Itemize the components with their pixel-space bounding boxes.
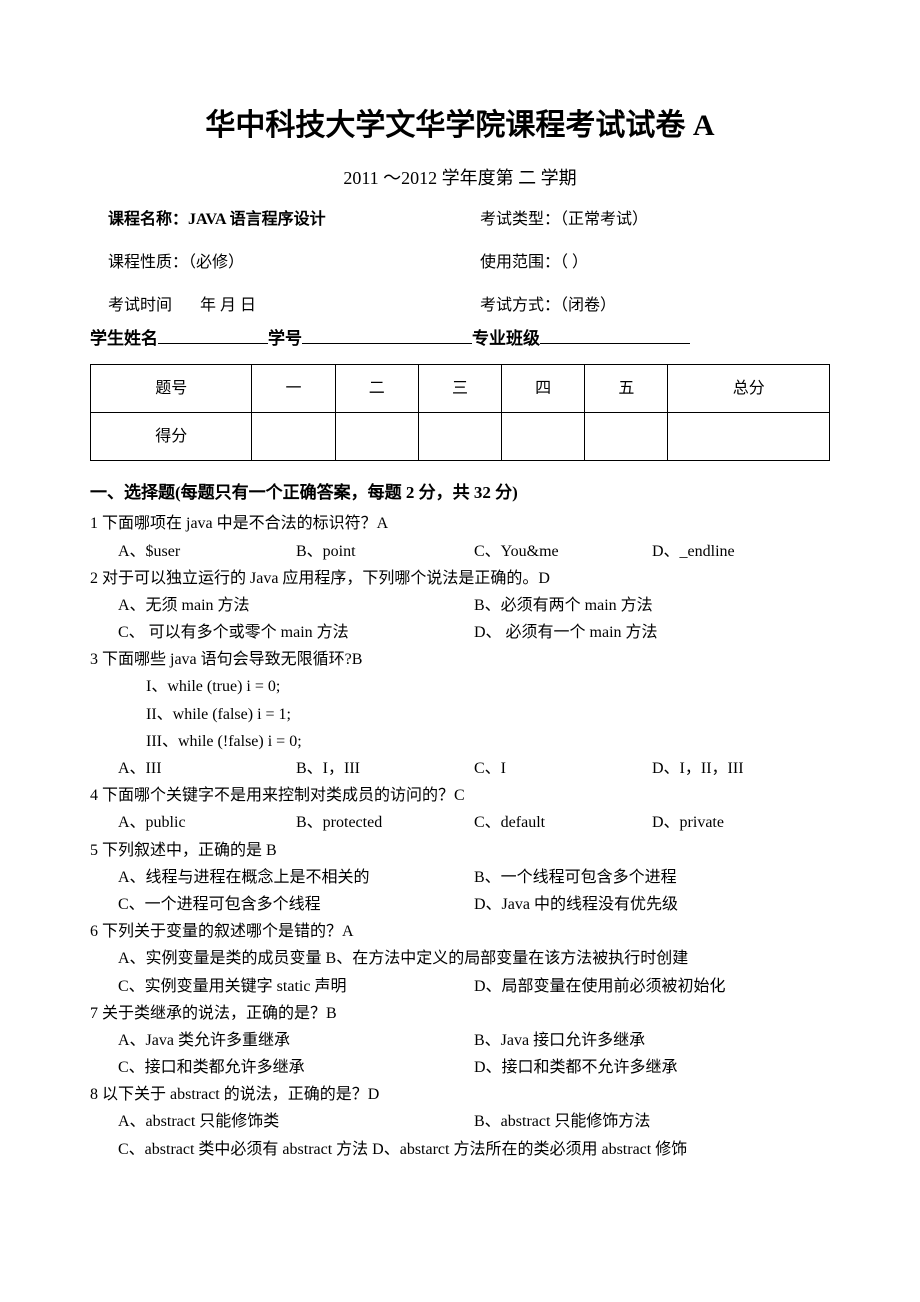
exam-mode-value: （闭卷） [560,297,616,314]
q1-opt-b: B、point [296,538,474,565]
q8-line2: C、abstract 类中必须有 abstract 方法 D、abstarct … [90,1136,830,1163]
q5-opt-c: C、一个进程可包含多个线程 [118,891,474,918]
score-header-1: 一 [252,365,335,413]
q3-roman-2: II、while (false) i = 1; [90,701,830,728]
exam-time-label: 考试时间 [108,297,172,314]
q1-opt-a: A、$user [118,538,296,565]
q1-opt-d: D、_endline [652,538,830,565]
q7-stem: 7 关于类继承的说法，正确的是？B [90,1000,830,1027]
q5-stem: 5 下列叙述中，正确的是 B [90,837,830,864]
student-id-label: 学号 [268,325,302,354]
q1-options: A、$user B、point C、You&me D、_endline [90,538,830,565]
q2-stem: 2 对于可以独立运行的 Java 应用程序，下列哪个说法是正确的。D [90,565,830,592]
exam-time-value: 年 月 日 [200,297,256,314]
score-header-0: 题号 [91,365,252,413]
course-name-label: 课程名称： [108,211,188,228]
q6-options-row2: C、实例变量用关键字 static 声明 D、局部变量在使用前必须被初始化 [90,973,830,1000]
exam-time: 考试时间 年 月 日 [108,292,440,319]
score-cell-total [668,413,830,461]
course-name: 课程名称：JAVA 语言程序设计 [108,206,440,233]
q7-options-row2: C、接口和类都允许多继承 D、接口和类都不允许多继承 [90,1054,830,1081]
q4-opt-c: C、default [474,809,652,836]
q1-opt-c: C、You&me [474,538,652,565]
exam-mode-label: 考试方式： [480,297,560,314]
scope-label: 使用范围： [480,254,560,271]
score-value-row: 得分 [91,413,830,461]
scope-value: （ ） [560,254,588,271]
q5-opt-a: A、线程与进程在概念上是不相关的 [118,864,474,891]
q5-opt-d: D、Java 中的线程没有优先级 [474,891,830,918]
score-cell-1 [252,413,335,461]
course-nature: 课程性质：（必修） [108,249,440,276]
section-1-title: 一、选择题(每题只有一个正确答案，每题 2 分，共 32 分) [90,479,830,508]
score-row-label: 得分 [91,413,252,461]
score-header-2: 二 [335,365,418,413]
page-title: 华中科技大学文华学院课程考试试卷 A [90,100,830,151]
q2-options-row1: A、无须 main 方法 B、必须有两个 main 方法 [90,592,830,619]
course-name-value: JAVA 语言程序设计 [188,211,326,228]
score-header-row: 题号 一 二 三 四 五 总分 [91,365,830,413]
q2-opt-d: D、 必须有一个 main 方法 [474,619,830,646]
q6-opt-d: D、局部变量在使用前必须被初始化 [474,973,830,1000]
q4-stem: 4 下面哪个关键字不是用来控制对类成员的访问的？C [90,782,830,809]
q3-stem: 3 下面哪些 java 语句会导致无限循环?B [90,646,830,673]
score-table: 题号 一 二 三 四 五 总分 得分 [90,364,830,461]
q8-options-row1: A、abstract 只能修饰类 B、abstract 只能修饰方法 [90,1108,830,1135]
semester-line: 2011 ～2012 学年度第 二 学期 [90,163,830,194]
exam-type: 考试类型：（正常考试） [480,206,812,233]
q7-opt-a: A、Java 类允许多重继承 [118,1027,474,1054]
q7-opt-d: D、接口和类都不允许多继承 [474,1054,830,1081]
scope: 使用范围：（ ） [480,249,812,276]
score-cell-3 [418,413,501,461]
score-cell-5 [585,413,668,461]
q5-opt-b: B、一个线程可包含多个进程 [474,864,830,891]
q3-opt-a: A、III [118,755,296,782]
student-name-label: 学生姓名 [90,325,158,354]
q2-options-row2: C、 可以有多个或零个 main 方法 D、 必须有一个 main 方法 [90,619,830,646]
q4-options: A、public B、protected C、default D、private [90,809,830,836]
course-nature-label: 课程性质： [108,254,188,271]
q6-line1: A、实例变量是类的成员变量 B、在方法中定义的局部变量在该方法被执行时创建 [90,945,830,972]
student-name-blank [158,327,268,344]
exam-type-value: （正常考试） [560,211,648,228]
q7-options-row1: A、Java 类允许多重继承 B、Java 接口允许多继承 [90,1027,830,1054]
q5-options-row2: C、一个进程可包含多个线程 D、Java 中的线程没有优先级 [90,891,830,918]
score-header-5: 五 [585,365,668,413]
score-header-6: 总分 [668,365,830,413]
course-nature-value: （必修） [188,254,244,271]
q6-opt-c: C、实例变量用关键字 static 声明 [118,973,474,1000]
q8-opt-b: B、abstract 只能修饰方法 [474,1108,830,1135]
q5-options-row1: A、线程与进程在概念上是不相关的 B、一个线程可包含多个进程 [90,864,830,891]
q2-opt-c: C、 可以有多个或零个 main 方法 [118,619,474,646]
q8-opt-a: A、abstract 只能修饰类 [118,1108,474,1135]
q3-opt-d: D、I，II，III [652,755,830,782]
score-cell-2 [335,413,418,461]
score-header-4: 四 [502,365,585,413]
class-label: 专业班级 [472,325,540,354]
q4-opt-b: B、protected [296,809,474,836]
q3-opt-c: C、I [474,755,652,782]
q2-opt-a: A、无须 main 方法 [118,592,474,619]
q3-opt-b: B、I，III [296,755,474,782]
score-cell-4 [502,413,585,461]
score-header-3: 三 [418,365,501,413]
q6-stem: 6 下列关于变量的叙述哪个是错的？A [90,918,830,945]
q4-opt-d: D、private [652,809,830,836]
q8-stem: 8 以下关于 abstract 的说法，正确的是？D [90,1081,830,1108]
q3-options: A、III B、I，III C、I D、I，II，III [90,755,830,782]
meta-info-grid: 课程名称：JAVA 语言程序设计 考试类型：（正常考试） 课程性质：（必修） 使… [90,206,830,320]
exam-type-label: 考试类型： [480,211,560,228]
q1-stem: 1 下面哪项在 java 中是不合法的标识符？A [90,510,830,537]
student-fill-line: 学生姓名 学号 专业班级 [90,325,830,354]
q7-opt-c: C、接口和类都允许多继承 [118,1054,474,1081]
q4-opt-a: A、public [118,809,296,836]
student-id-blank [302,327,472,344]
q3-roman-3: III、while (!false) i = 0; [90,728,830,755]
q7-opt-b: B、Java 接口允许多继承 [474,1027,830,1054]
class-blank [540,327,690,344]
exam-mode: 考试方式：（闭卷） [480,292,812,319]
q3-roman-1: I、while (true) i = 0; [90,673,830,700]
q2-opt-b: B、必须有两个 main 方法 [474,592,830,619]
